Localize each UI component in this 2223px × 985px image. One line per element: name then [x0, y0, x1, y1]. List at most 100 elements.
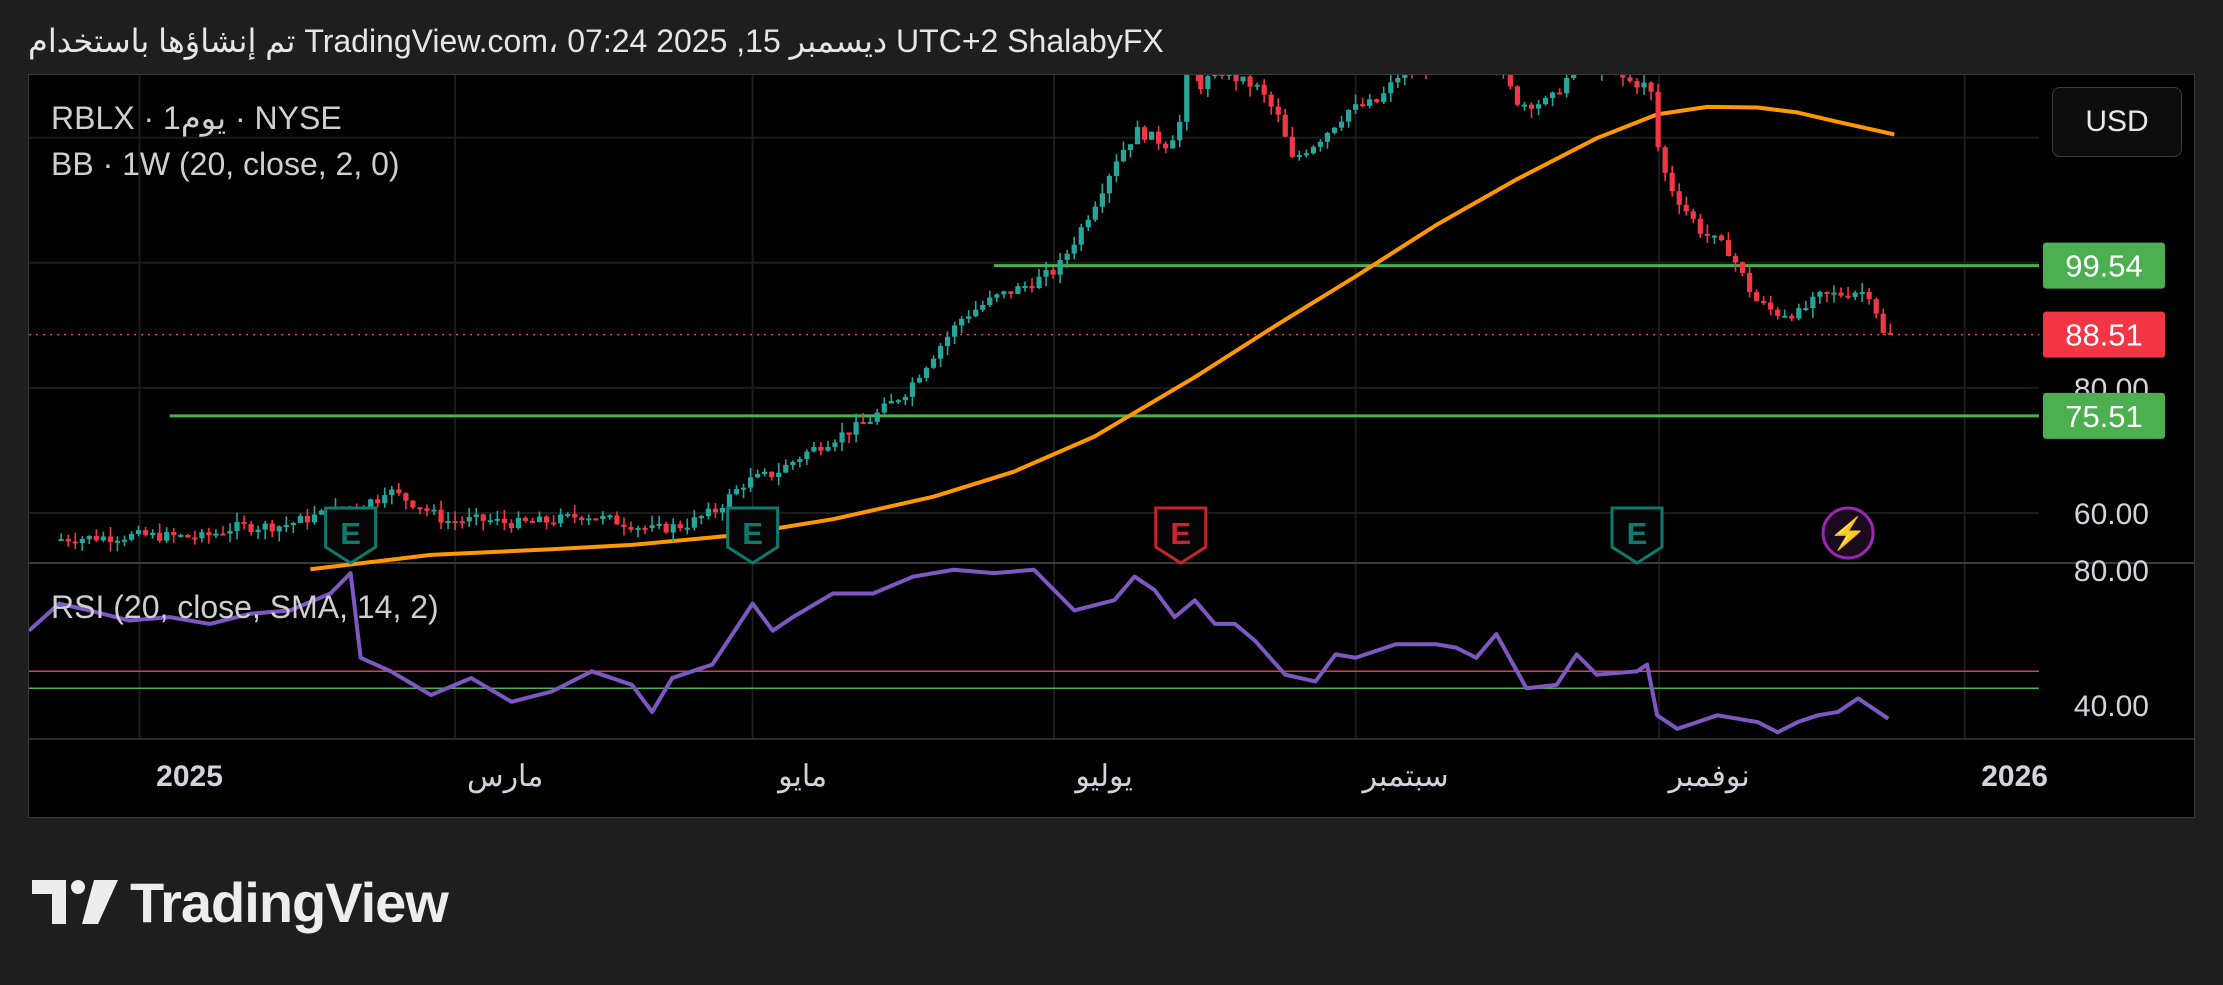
candle-body	[1782, 315, 1788, 318]
candle-body	[114, 540, 121, 543]
candle-body	[1296, 155, 1302, 158]
candle	[480, 513, 486, 531]
candle-body	[1254, 84, 1260, 87]
candle	[1212, 75, 1218, 79]
candle	[375, 494, 381, 508]
candle	[1141, 125, 1148, 143]
candle-body	[944, 336, 951, 347]
candle-body	[1148, 131, 1155, 140]
candle	[600, 511, 606, 525]
candle-body	[1374, 99, 1380, 103]
bollinger-legend[interactable]: BB · 1W (20, close, 2, 0)	[51, 146, 400, 182]
candle	[473, 508, 479, 526]
candle-body	[1549, 92, 1556, 98]
candle-body	[1071, 244, 1077, 254]
candle	[1170, 135, 1176, 149]
candle-body	[452, 521, 458, 524]
candle	[804, 449, 810, 465]
candle-body	[1641, 82, 1647, 88]
candle	[1022, 281, 1028, 292]
candle-body	[234, 521, 240, 531]
candle	[445, 511, 451, 530]
candle	[234, 512, 240, 540]
time-axis-label: 2026	[1981, 760, 2048, 793]
candle	[1324, 131, 1331, 149]
candle-body	[755, 474, 761, 478]
candle	[649, 515, 655, 532]
candle-body	[1127, 144, 1134, 150]
rsi-legend[interactable]: RSI (20, close, SMA, 14, 2)	[51, 589, 439, 625]
candle-body	[171, 531, 177, 536]
candle-body	[459, 521, 465, 524]
candle-body	[438, 509, 444, 523]
candle-body	[86, 535, 92, 540]
candle-body	[705, 508, 711, 517]
candle	[1859, 283, 1865, 303]
candle-body	[670, 524, 676, 533]
time-axis-label: نوفمبر	[1667, 760, 1750, 794]
candle-body	[150, 532, 156, 536]
candle	[1219, 75, 1225, 79]
candle	[515, 511, 522, 530]
candle	[1789, 313, 1795, 322]
candle-body	[1078, 227, 1084, 245]
candle-body	[1521, 104, 1528, 107]
candle	[58, 533, 64, 542]
candle	[1198, 75, 1204, 95]
candle-body	[1514, 86, 1521, 105]
candle-body	[600, 515, 606, 519]
candle	[255, 525, 261, 539]
candle	[157, 523, 163, 544]
candle	[206, 527, 212, 544]
candle-body	[1571, 75, 1577, 78]
candle-body	[642, 527, 648, 530]
candle	[65, 534, 71, 547]
earnings-marker-shape	[1154, 506, 1208, 565]
candle-body	[494, 518, 500, 521]
candle-body	[445, 521, 451, 524]
symbol-legend[interactable]: RBLX · 1يوم · NYSE	[51, 100, 342, 136]
candle	[269, 519, 275, 538]
chart-canvas[interactable]: EEEE⚡120.0080.0060.0080.0040.0099.5475.5…	[29, 75, 2194, 817]
candle	[1106, 173, 1112, 203]
candle	[1880, 308, 1886, 335]
candle-body	[1022, 286, 1028, 289]
candle-body	[1831, 292, 1837, 295]
candle	[403, 492, 409, 510]
tradingview-logo[interactable]: TradingView	[32, 871, 449, 934]
chart-frame[interactable]: EEEE⚡120.0080.0060.0080.0040.0099.5475.5…	[28, 74, 2195, 818]
candle	[1029, 278, 1035, 293]
candle	[811, 441, 817, 453]
candle	[1662, 145, 1668, 182]
currency-button[interactable]: USD	[2052, 87, 2182, 157]
candle-body	[586, 518, 592, 521]
price-badge-label: 75.51	[2065, 399, 2143, 434]
candle-body	[825, 447, 831, 451]
candle	[621, 517, 627, 536]
candle	[438, 500, 444, 530]
candle	[994, 293, 1000, 303]
candle-body	[269, 523, 275, 532]
candle-body	[185, 534, 191, 538]
time-axis-label: مارس	[467, 760, 543, 794]
candle-body	[804, 451, 810, 460]
candle	[150, 529, 156, 539]
candle	[980, 300, 986, 312]
price-badge-label: 99.54	[2065, 249, 2143, 284]
candle	[1507, 75, 1513, 90]
candle-body	[79, 539, 85, 544]
candle-body	[1092, 206, 1098, 220]
time-axis-label: مايو	[776, 760, 827, 794]
candle	[670, 518, 676, 543]
candle	[79, 536, 85, 551]
candle-body	[656, 523, 662, 526]
candle-body	[1655, 91, 1661, 148]
candle	[1425, 75, 1427, 80]
candle	[1402, 75, 1408, 86]
candle-body	[783, 464, 789, 473]
candle	[684, 518, 690, 535]
candle-body	[1648, 82, 1654, 92]
candle	[262, 520, 268, 540]
candle	[1753, 289, 1760, 302]
candle-body	[987, 297, 993, 306]
